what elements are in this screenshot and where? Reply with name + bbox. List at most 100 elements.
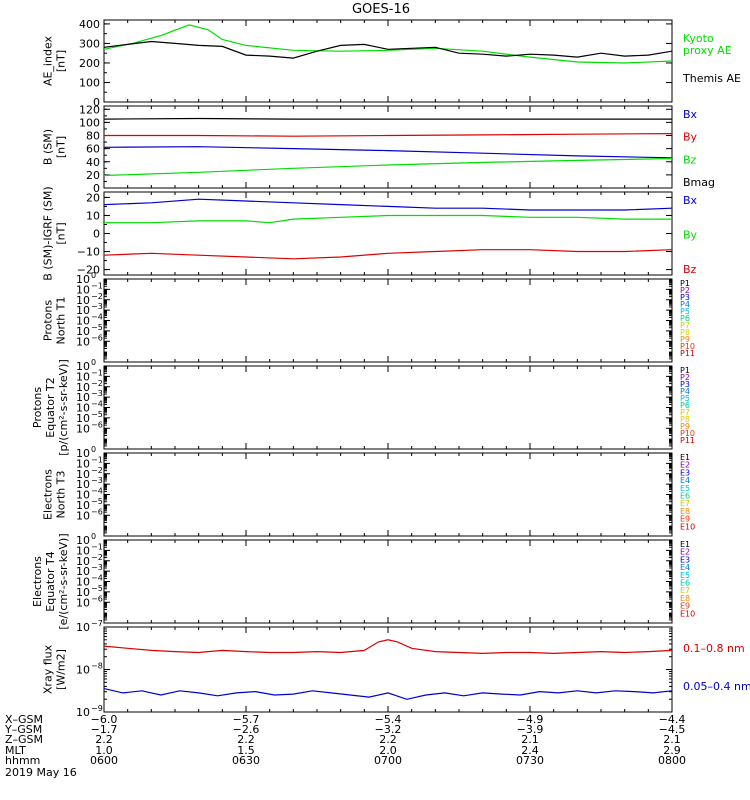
series-line-themis-ae: [103, 40, 673, 59]
y-tick-label: 0: [93, 228, 100, 241]
y-tick-label: 10: [76, 315, 90, 328]
y-tick-label: 10: [76, 468, 90, 481]
y-tick-exponent: −1: [91, 281, 103, 290]
footer-value: −2.6: [233, 723, 260, 736]
y-axis-label: [e/(cm²-s-sr-keV)]: [57, 533, 70, 629]
footer-value: 2.2: [379, 733, 397, 746]
channel-legend-e1: E1: [680, 453, 690, 462]
y-axis-label: Protons: [31, 387, 44, 428]
channel-legend-e9: E9: [680, 515, 690, 524]
legend-entry: 0.1–0.8 nm: [683, 642, 745, 655]
y-tick-label: 10: [76, 565, 90, 578]
y-tick-label: −10: [77, 246, 100, 259]
legend-entry: Bz: [683, 263, 697, 276]
channel-legend-e10: E10: [680, 609, 695, 618]
footer-row-label: Z–GSM: [5, 733, 43, 746]
channel-legend-p1: P1: [680, 366, 690, 375]
y-tick-label: 10: [76, 534, 90, 547]
y-axis-label: North T3: [55, 471, 68, 519]
y-tick-label: 80: [86, 130, 100, 143]
channel-legend-p8: P8: [680, 328, 690, 337]
channel-legend-p2: P2: [680, 286, 690, 295]
y-tick-label: 10: [76, 621, 90, 634]
y-tick-exponent: −6: [91, 594, 103, 603]
channel-legend-p6: P6: [680, 401, 690, 410]
y-tick-label: 40: [86, 156, 100, 169]
legend-entry: 0.05–0.4 nm: [683, 680, 750, 693]
y-tick-exponent: −3: [91, 563, 103, 572]
y-axis-label: [p/(cm²-s-sr-keV)]: [57, 359, 70, 456]
legend-entry: Kyoto: [683, 32, 714, 45]
y-tick-exponent: −4: [91, 400, 103, 409]
y-tick-label: 20: [86, 191, 100, 204]
footer-value: 2.1: [663, 733, 681, 746]
y-tick-exponent: 0: [91, 358, 96, 367]
footer-value: 1.5: [237, 744, 255, 757]
panel-frame: [103, 365, 673, 450]
y-tick-exponent: −2: [91, 379, 103, 388]
series-line-bz: [103, 249, 673, 260]
y-tick-exponent: −4: [91, 487, 103, 496]
y-tick-label: 10: [76, 412, 90, 425]
y-tick-label: 10: [76, 304, 90, 317]
footer-value: 2.2: [237, 733, 255, 746]
y-tick-label: 10: [86, 209, 100, 222]
footer-row-label: MLT: [5, 744, 26, 757]
y-tick-label: −20: [77, 264, 100, 277]
y-tick-label: 10: [76, 447, 90, 460]
legend-entry: Themis AE: [682, 72, 741, 85]
legend-entry: Bmag: [683, 176, 715, 189]
series-line-0-1-0-8-nm: [103, 639, 673, 655]
y-tick-exponent: −3: [91, 389, 103, 398]
channel-legend-e1: E1: [680, 540, 690, 549]
footer-row-label: X–GSM: [5, 713, 43, 726]
y-tick-exponent: −2: [91, 553, 103, 562]
y-axis-label: Xray flux: [42, 644, 55, 694]
y-axis-label: North T1: [55, 297, 68, 345]
y-tick-exponent: −9: [91, 704, 103, 713]
y-tick-label: 10: [76, 544, 90, 557]
series-line-bmag: [103, 117, 672, 120]
y-tick-exponent: −6: [91, 420, 103, 429]
y-axis-label: Electrons: [42, 469, 55, 520]
channel-legend-p7: P7: [680, 408, 690, 417]
y-axis-label: [nT]: [55, 50, 68, 72]
channel-legend-e2: E2: [680, 461, 690, 470]
panel-frame: [103, 191, 673, 276]
y-tick-exponent: −7: [91, 619, 103, 628]
footer-value: 2.1: [521, 733, 539, 746]
channel-legend-p9: P9: [680, 422, 690, 431]
legend-entry: By: [683, 229, 698, 242]
channel-legend-p7: P7: [680, 321, 690, 330]
footer-value: 0700: [374, 754, 402, 767]
footer-value: −4.9: [517, 713, 544, 726]
y-axis-label: B (SM): [42, 129, 55, 165]
y-tick-label: 10: [76, 335, 90, 348]
y-axis-label: Electrons: [31, 556, 44, 607]
footer-value: −5.4: [375, 713, 402, 726]
y-tick-exponent: −4: [91, 574, 103, 583]
channel-legend-e2: E2: [680, 548, 690, 557]
channel-legend-p1: P1: [680, 279, 690, 288]
channel-legend-p4: P4: [680, 300, 690, 309]
y-tick-exponent: −8: [91, 662, 103, 671]
y-tick-label: 10: [76, 706, 90, 719]
footer-value: −3.2: [375, 723, 402, 736]
channel-legend-e7: E7: [680, 499, 690, 508]
y-tick-label: 10: [76, 576, 90, 589]
y-tick-label: 10: [76, 294, 90, 307]
y-tick-exponent: −2: [91, 466, 103, 475]
panel-frame: [103, 539, 673, 624]
footer-value: −6.0: [91, 713, 118, 726]
channel-legend-p5: P5: [680, 394, 690, 403]
footer-value: 0630: [232, 754, 260, 767]
y-tick-label: 20: [86, 169, 100, 182]
panel-frame: [103, 452, 673, 537]
series-line-kyoto-proxy-ae: [103, 24, 673, 64]
